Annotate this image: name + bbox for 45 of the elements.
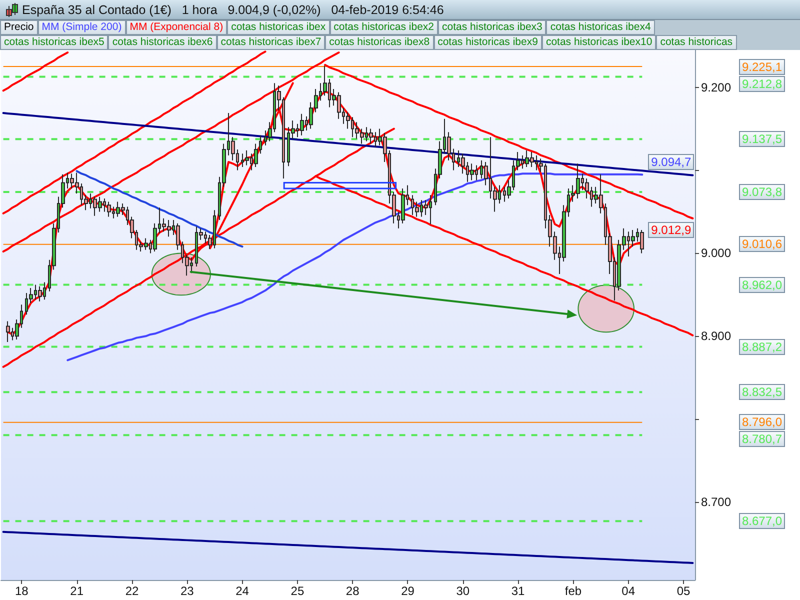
y-tick-label: 9.000 — [701, 246, 732, 260]
text: cotas historicas ibex4 — [546, 20, 655, 35]
text: cotas historicas ibex6 — [108, 35, 217, 50]
text: cotas historicas ibex7 — [216, 35, 326, 50]
ref-line-label: 9.010,6 — [739, 236, 786, 252]
x-tick-label: 31 — [511, 584, 526, 598]
x-tick-label: feb — [564, 584, 582, 598]
text: cotas historicas ibex9 — [434, 35, 542, 50]
y-tick-label: 8.900 — [701, 329, 732, 344]
text: cotas historicas ibex2 — [330, 20, 438, 35]
x-tick-label: 21 — [70, 584, 84, 598]
data-label: 9.012,9 — [648, 222, 694, 238]
text: cotas historicas ibex10 — [542, 35, 656, 50]
x-tick-label: 22 — [125, 584, 139, 598]
text: cotas historicas — [656, 35, 737, 50]
x-tick-label: 30 — [456, 584, 470, 598]
x-tick-label: 04 — [622, 584, 636, 598]
ref-line-label: 8.796,0 — [739, 414, 786, 430]
x-tick-label: 23 — [180, 584, 194, 598]
text: cotas historicas ibex5 — [0, 35, 108, 50]
ref-line-label: 8.962,0 — [739, 276, 786, 293]
ref-line-label: 9.225,1 — [739, 58, 786, 74]
ref-line-label: 8.887,2 — [739, 338, 786, 355]
text: MM (Exponencial 8) — [126, 20, 228, 35]
legend-label: Precio — [0, 20, 38, 35]
y-tick-label: 8.700 — [701, 495, 732, 510]
text: cotas historicas ibex8 — [325, 35, 434, 50]
ref-line-label: 9.137,5 — [739, 131, 786, 148]
data-label: 9.094,7 — [648, 154, 694, 170]
y-tick-label: 9.200 — [701, 80, 732, 94]
ref-line-label: 9.212,8 — [739, 76, 786, 92]
x-tick-label: 29 — [401, 584, 415, 598]
x-tick-label: 25 — [290, 584, 304, 598]
x-tick-label: 18 — [15, 584, 29, 598]
text: cotas historicas ibex — [227, 20, 330, 35]
ref-line-label: 9.073,8 — [739, 184, 786, 200]
ref-line-label: 8.832,5 — [739, 384, 786, 400]
text: cotas historicas ibex3 — [438, 20, 546, 35]
x-tick-label: 28 — [346, 584, 360, 598]
ref-line-label: 8.677,0 — [739, 513, 786, 530]
chart-title: España 35 al Contado (1€) 1 hora 9.004,9 (-0,02%) 04-feb-2019 6:54:46 — [22, 3, 444, 17]
x-tick-label: 24 — [236, 584, 250, 598]
x-tick-label: 05 — [676, 584, 691, 598]
ref-line-label: 8.780,7 — [739, 431, 786, 448]
text: MM (Simple 200) — [38, 20, 126, 35]
